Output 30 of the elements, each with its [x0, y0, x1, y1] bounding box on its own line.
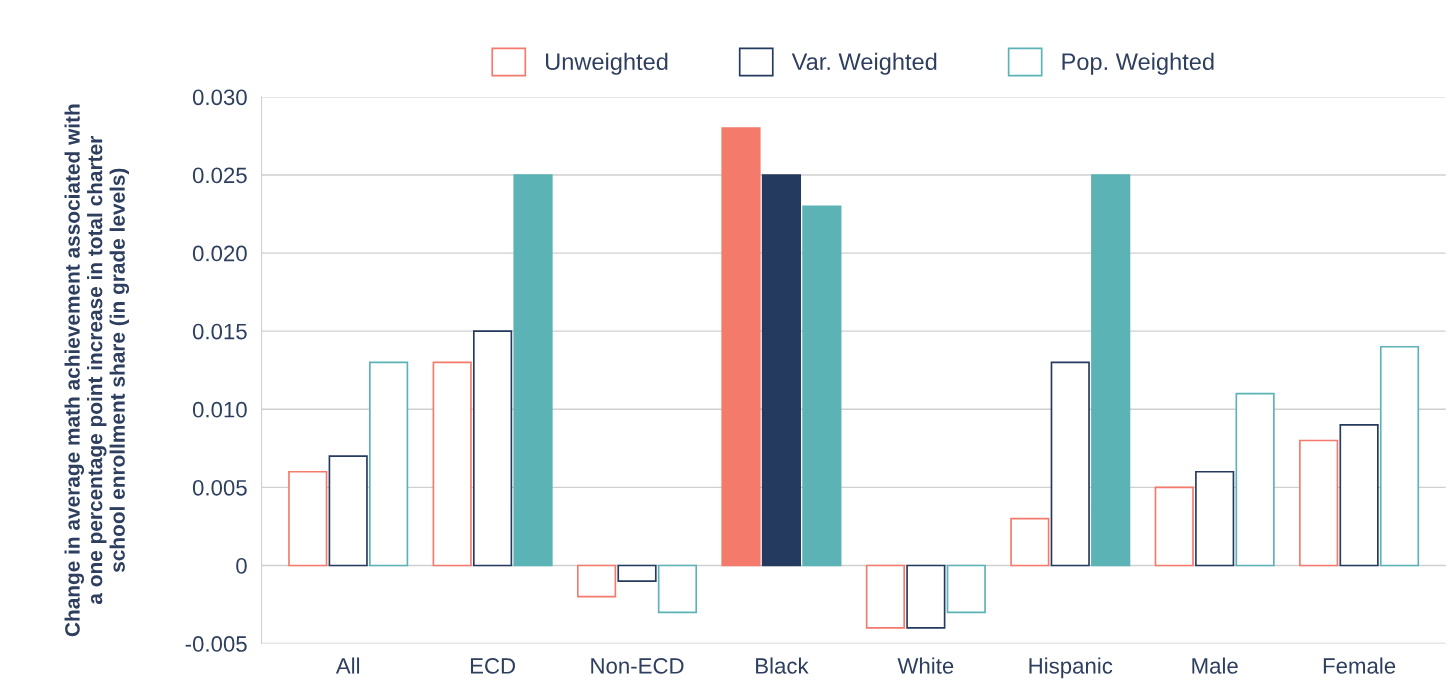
- bar: [288, 470, 328, 567]
- legend-label: Pop. Weighted: [1062, 52, 1214, 75]
- bar: [761, 174, 802, 567]
- y-tick-label: 0.015: [192, 323, 247, 340]
- bar: [802, 205, 842, 567]
- bar: [1091, 174, 1131, 567]
- x-tick-label: White: [897, 657, 954, 674]
- bar: [513, 174, 553, 567]
- y-tick-label: 0.005: [192, 479, 247, 496]
- x-tick-label: Black: [756, 657, 809, 674]
- y-axis-title: Change in average math achievement associated with a one percentage point increase in total charter school enrollment share (in grade levels): [64, 104, 130, 637]
- y-tick-label: 0: [236, 558, 247, 574]
- y-tick-label: -0.005: [185, 636, 247, 652]
- x-tick-label: Non-ECD: [591, 658, 684, 674]
- y-tick-label: 0.020: [192, 245, 247, 262]
- bar: [1050, 361, 1090, 567]
- x-tick-label: Hispanic: [1029, 657, 1113, 679]
- y-tick-label: 0.025: [192, 167, 247, 184]
- y-tick-label: 0.030: [192, 89, 247, 106]
- x-tick-label: Female: [1323, 657, 1396, 674]
- x-tick-label: Male: [1192, 657, 1238, 674]
- y-tick-label: 0.010: [192, 401, 247, 418]
- legend-label: Unweighted: [546, 52, 668, 75]
- bar: [1235, 392, 1275, 567]
- legend-label: Var. Weighted: [791, 52, 937, 75]
- bar: [1010, 517, 1050, 567]
- x-tick-label: ECD: [470, 658, 515, 674]
- x-tick-label: All: [335, 657, 360, 674]
- bar: [721, 127, 761, 567]
- bar: [946, 564, 986, 614]
